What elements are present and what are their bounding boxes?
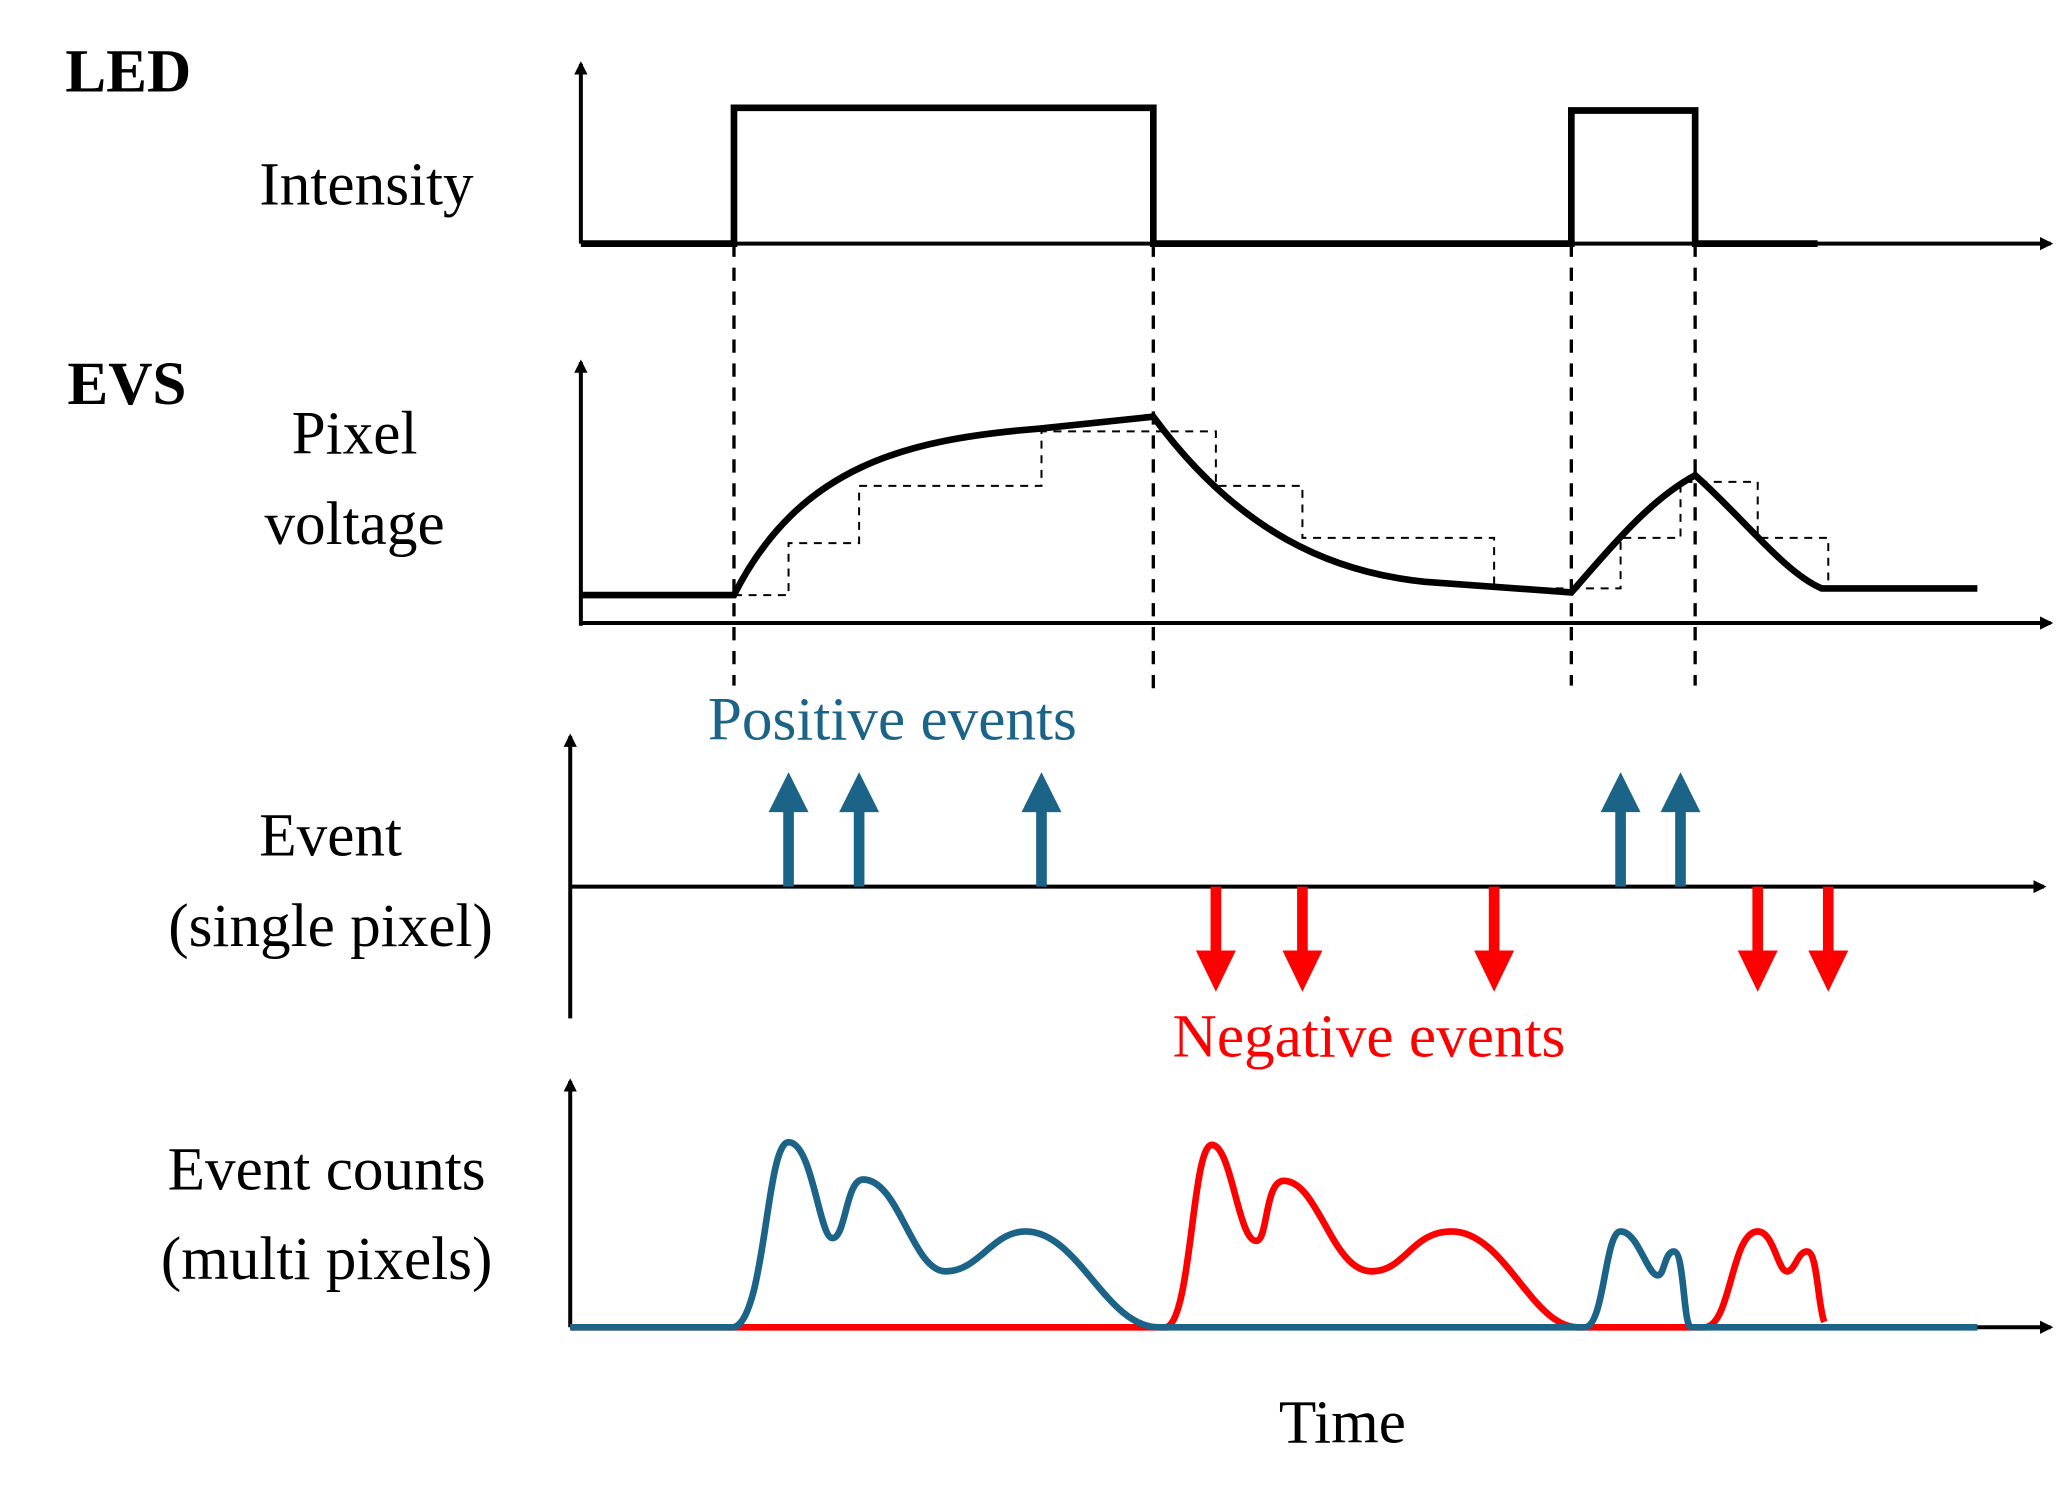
axis-label: Intensity xyxy=(259,150,474,218)
axis-label: voltage xyxy=(264,490,444,558)
x-axis-label: Time xyxy=(1279,1388,1406,1456)
axis-label: (multi pixels) xyxy=(161,1225,493,1293)
negative-count-curve xyxy=(570,1141,1828,1331)
group-label: LED xyxy=(65,37,191,105)
positive-arrows xyxy=(768,772,1701,887)
led-signal xyxy=(580,104,1818,247)
labels: LED Intensity EVS Pixel voltage Positive… xyxy=(65,37,1565,1456)
group-label: EVS xyxy=(67,350,186,418)
axis-label: Event counts xyxy=(168,1136,486,1204)
voltage-steps xyxy=(733,430,1830,597)
positive-count-curve xyxy=(570,1138,1978,1331)
guides xyxy=(732,243,1697,695)
positive-label: Positive events xyxy=(708,686,1077,754)
negative-label: Negative events xyxy=(1173,1002,1566,1070)
negative-arrows xyxy=(1195,886,1849,992)
pixel-voltage xyxy=(580,413,1978,599)
axis-label: (single pixel) xyxy=(168,892,493,960)
axis-label: Pixel xyxy=(292,399,418,467)
axis-label: Event xyxy=(259,801,402,869)
